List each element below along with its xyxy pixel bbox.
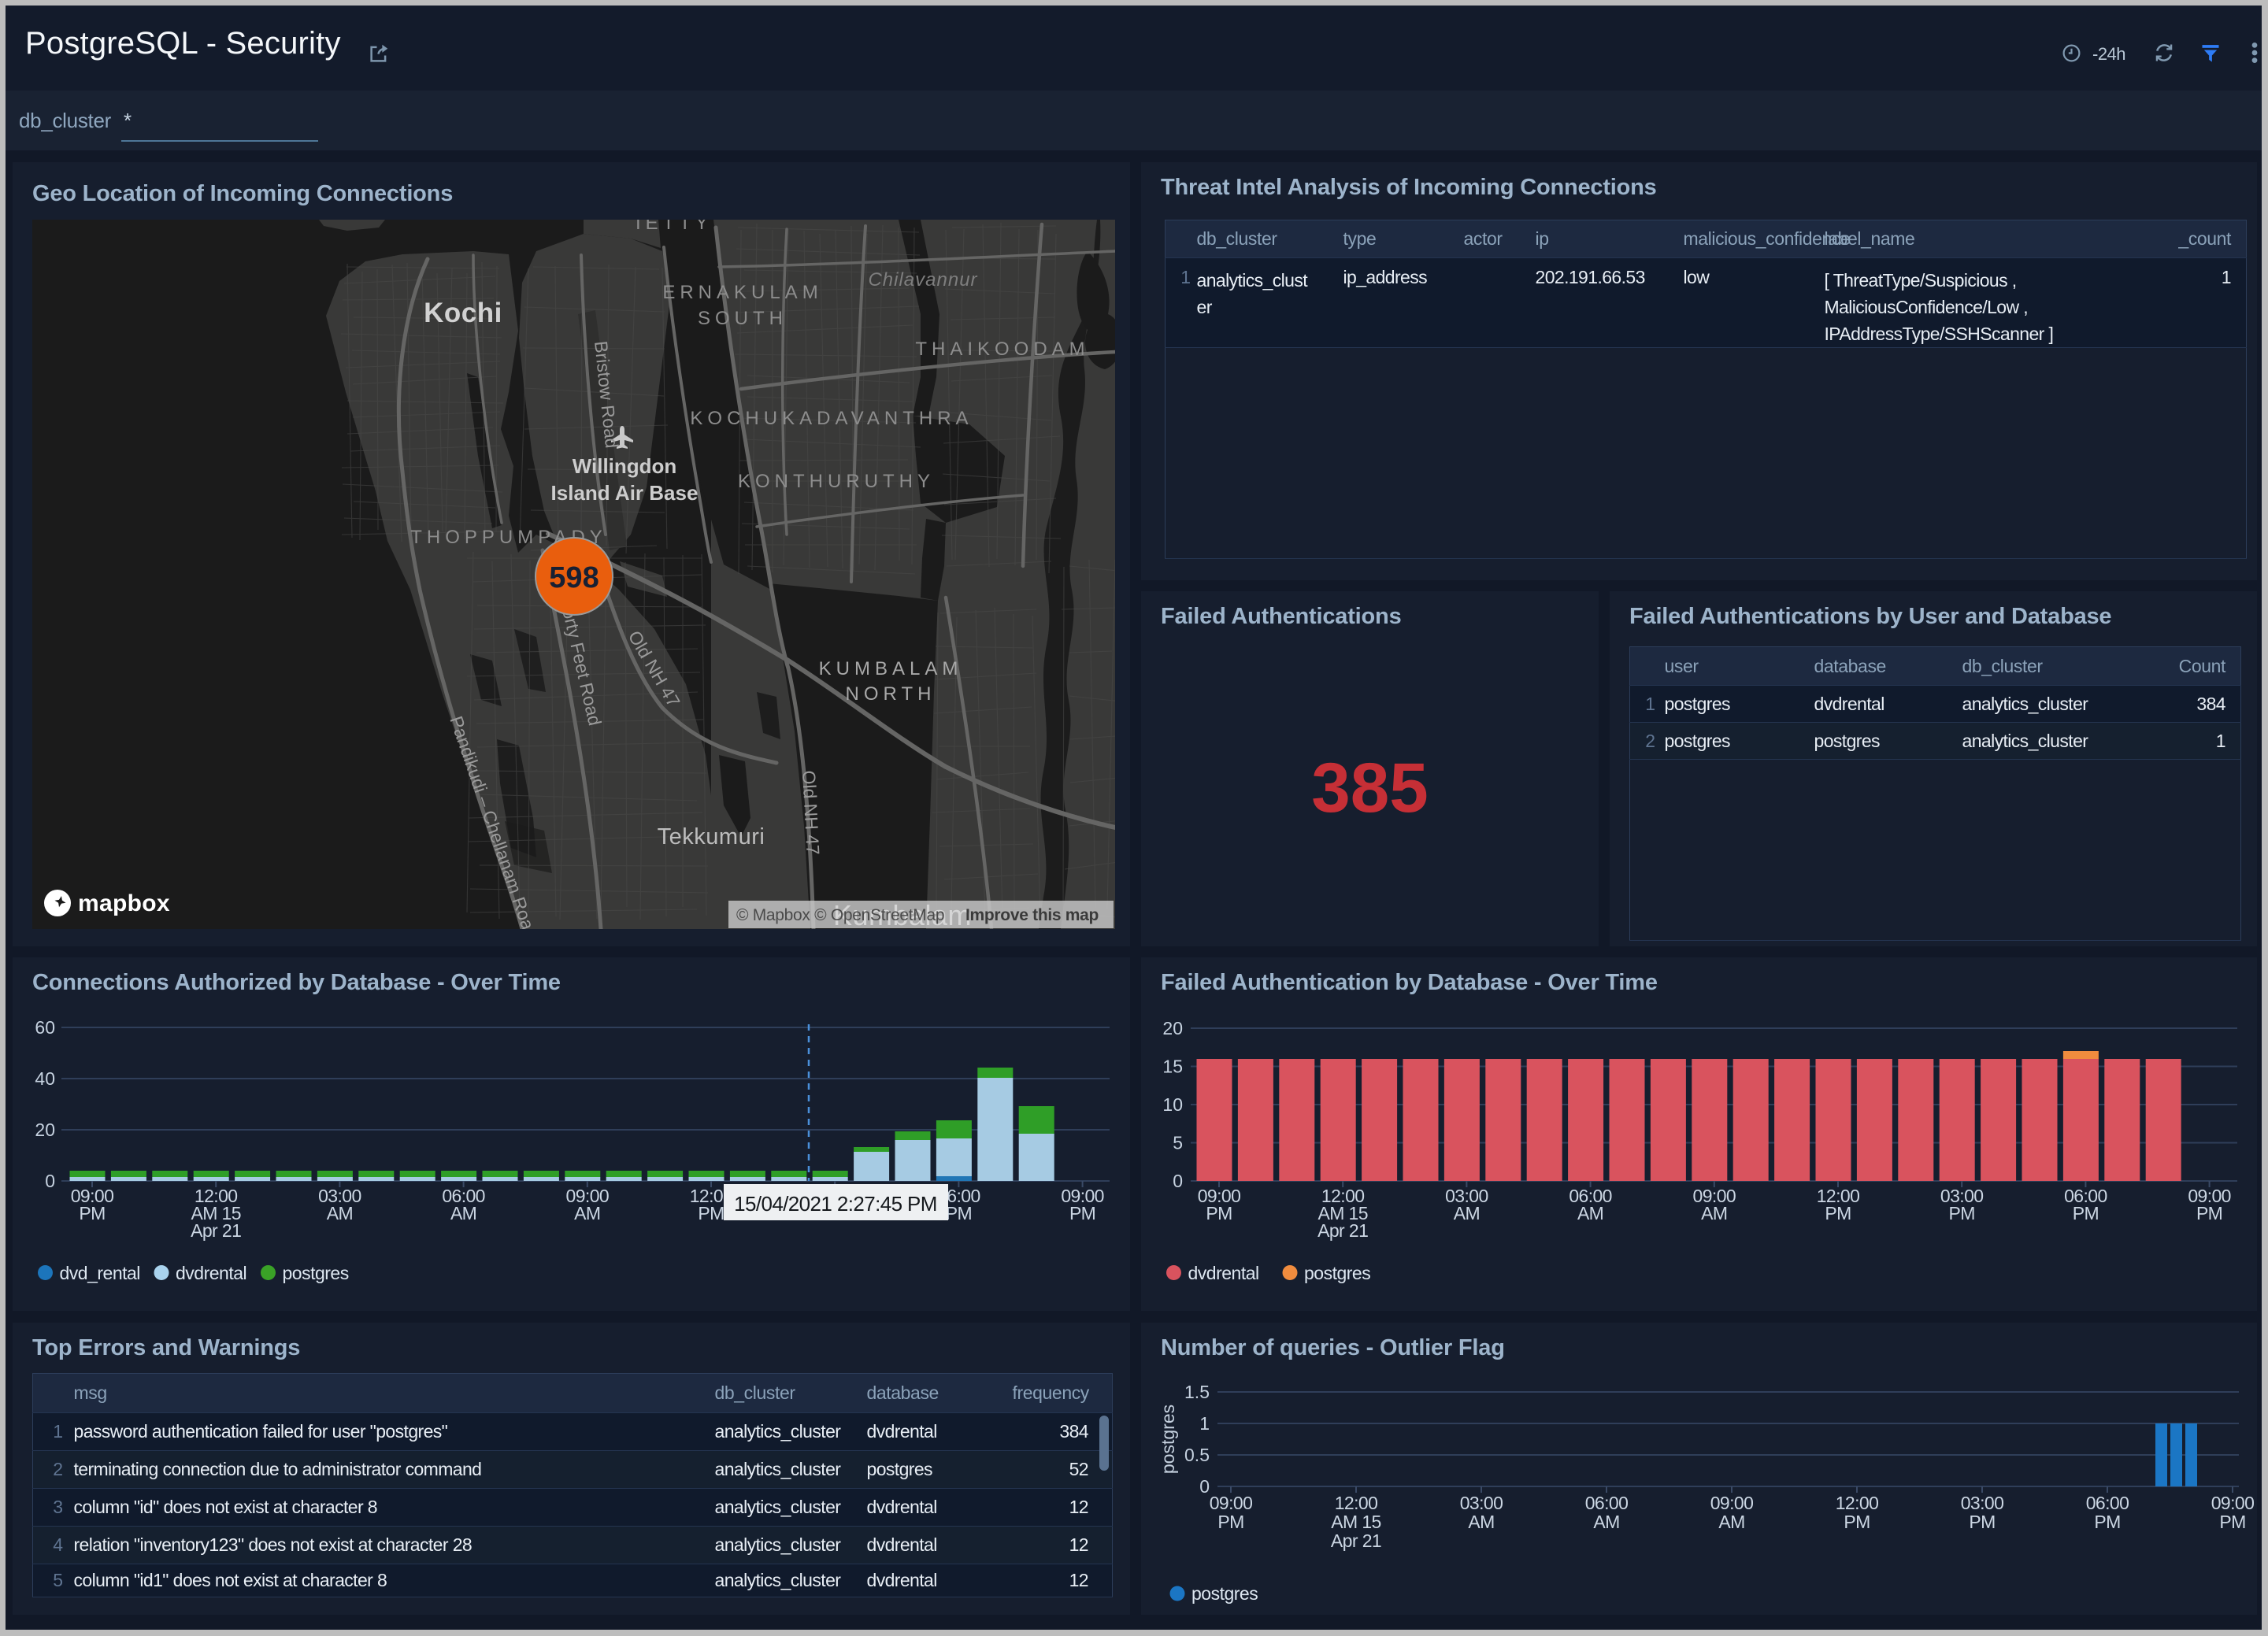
svg-text:09:00: 09:00 xyxy=(1198,1186,1241,1206)
svg-text:1.5: 1.5 xyxy=(1184,1382,1210,1402)
svg-text:10: 10 xyxy=(1162,1094,1183,1115)
svg-text:06:00: 06:00 xyxy=(1569,1186,1612,1206)
svg-text:dvdrental: dvdrental xyxy=(176,1263,246,1283)
svg-text:IETTY: IETTY xyxy=(636,220,713,234)
svg-text:20: 20 xyxy=(35,1120,55,1140)
svg-text:PM: PM xyxy=(1069,1203,1095,1223)
svg-text:03:00: 03:00 xyxy=(1940,1186,1984,1206)
svg-text:KUMBALAM: KUMBALAM xyxy=(819,658,963,679)
svg-text:PM: PM xyxy=(1217,1512,1243,1532)
svg-text:Willingdon: Willingdon xyxy=(573,454,677,478)
svg-text:AM: AM xyxy=(1718,1512,1744,1532)
svg-text:PM: PM xyxy=(1844,1512,1870,1532)
svg-text:postgres: postgres xyxy=(1158,1405,1178,1474)
svg-text:PM: PM xyxy=(1969,1512,1995,1532)
svg-text:PM: PM xyxy=(1949,1203,1975,1223)
svg-text:Old NH 47: Old NH 47 xyxy=(799,770,824,856)
svg-text:AM 15: AM 15 xyxy=(1331,1512,1380,1532)
svg-text:postgres: postgres xyxy=(283,1263,349,1283)
svg-text:dvdrental: dvdrental xyxy=(1188,1263,1259,1283)
svg-text:AM: AM xyxy=(1468,1512,1494,1532)
svg-text:09:00: 09:00 xyxy=(2188,1186,2231,1206)
svg-text:KOCHUKADAVANTHRA: KOCHUKADAVANTHRA xyxy=(690,408,973,429)
svg-text:postgres: postgres xyxy=(1191,1583,1258,1604)
svg-text:0.5: 0.5 xyxy=(1184,1445,1210,1465)
svg-text:AM: AM xyxy=(327,1203,353,1223)
svg-text:06:00: 06:00 xyxy=(2086,1493,2129,1513)
svg-text:06:00: 06:00 xyxy=(1585,1493,1629,1513)
svg-text:09:00: 09:00 xyxy=(1693,1186,1736,1206)
svg-text:ERNAKULAM: ERNAKULAM xyxy=(662,282,822,303)
svg-text:12:00: 12:00 xyxy=(1335,1493,1378,1513)
svg-text:09:00: 09:00 xyxy=(1210,1493,1253,1513)
svg-text:PM: PM xyxy=(2196,1203,2222,1223)
svg-text:AM: AM xyxy=(574,1203,600,1223)
svg-text:PM: PM xyxy=(79,1203,105,1223)
svg-text:Chilavannur: Chilavannur xyxy=(868,269,977,291)
svg-text:12:00: 12:00 xyxy=(1817,1186,1860,1206)
svg-text:THAIKOODAM: THAIKOODAM xyxy=(915,339,1089,360)
svg-text:Apr 21: Apr 21 xyxy=(1317,1220,1368,1241)
svg-text:PM: PM xyxy=(2073,1203,2099,1223)
svg-text:09:00: 09:00 xyxy=(1061,1186,1104,1206)
svg-text:PM: PM xyxy=(1206,1203,1232,1223)
svg-text:PM: PM xyxy=(946,1203,972,1223)
svg-text:40: 40 xyxy=(35,1068,55,1089)
svg-text:Kochi: Kochi xyxy=(424,298,502,328)
svg-text:dvd_rental: dvd_rental xyxy=(60,1263,140,1283)
svg-text:Improve this map: Improve this map xyxy=(965,906,1099,924)
svg-text:60: 60 xyxy=(35,1017,55,1038)
svg-text:KONTHURUTHY: KONTHURUTHY xyxy=(738,471,935,492)
svg-text:0: 0 xyxy=(1173,1171,1183,1191)
svg-text:0: 0 xyxy=(45,1171,55,1191)
svg-text:09:00: 09:00 xyxy=(566,1186,610,1206)
svg-text:postgres: postgres xyxy=(1304,1263,1370,1283)
svg-text:Apr 21: Apr 21 xyxy=(191,1220,241,1241)
svg-text:09:00: 09:00 xyxy=(71,1186,114,1206)
svg-text:© Mapbox © OpenStreetMap: © Mapbox © OpenStreetMap xyxy=(736,906,944,924)
svg-text:03:00: 03:00 xyxy=(1460,1493,1503,1513)
svg-text:AM 15: AM 15 xyxy=(191,1203,240,1223)
svg-text:5: 5 xyxy=(1173,1133,1183,1153)
svg-text:03:00: 03:00 xyxy=(1445,1186,1488,1206)
svg-text:PM: PM xyxy=(1825,1203,1851,1223)
svg-text:06:00: 06:00 xyxy=(442,1186,485,1206)
svg-text:AM: AM xyxy=(450,1203,476,1223)
svg-text:SOUTH: SOUTH xyxy=(698,308,788,329)
svg-text:PM: PM xyxy=(2094,1512,2120,1532)
svg-text:1: 1 xyxy=(1199,1413,1210,1434)
svg-text:AM: AM xyxy=(1593,1512,1619,1532)
svg-text:20: 20 xyxy=(1162,1018,1183,1038)
svg-text:12:00: 12:00 xyxy=(1836,1493,1879,1513)
svg-text:AM: AM xyxy=(1701,1203,1727,1223)
svg-text:06:00: 06:00 xyxy=(2064,1186,2107,1206)
svg-text:15/04/2021 2:27:45 PM: 15/04/2021 2:27:45 PM xyxy=(734,1192,937,1216)
svg-text:09:00: 09:00 xyxy=(1710,1493,1754,1513)
svg-text:03:00: 03:00 xyxy=(318,1186,361,1206)
svg-text:Island Air Base: Island Air Base xyxy=(551,481,699,505)
svg-text:12:00: 12:00 xyxy=(195,1186,238,1206)
svg-text:15: 15 xyxy=(1162,1057,1183,1077)
svg-text:AM 15: AM 15 xyxy=(1317,1203,1367,1223)
svg-text:12:00: 12:00 xyxy=(1321,1186,1365,1206)
svg-text:Tekkumuri: Tekkumuri xyxy=(658,824,765,849)
svg-text:03:00: 03:00 xyxy=(1961,1493,2004,1513)
svg-text:598: 598 xyxy=(549,561,598,594)
svg-text:mapbox: mapbox xyxy=(78,890,170,916)
svg-text:0: 0 xyxy=(1199,1476,1210,1497)
svg-text:Apr 21: Apr 21 xyxy=(1331,1531,1381,1551)
svg-text:AM: AM xyxy=(1454,1203,1480,1223)
svg-text:PM: PM xyxy=(2219,1512,2245,1532)
svg-text:AM: AM xyxy=(1577,1203,1603,1223)
svg-text:PM: PM xyxy=(698,1203,724,1223)
svg-text:NORTH: NORTH xyxy=(846,683,936,705)
svg-text:09:00: 09:00 xyxy=(2211,1493,2255,1513)
